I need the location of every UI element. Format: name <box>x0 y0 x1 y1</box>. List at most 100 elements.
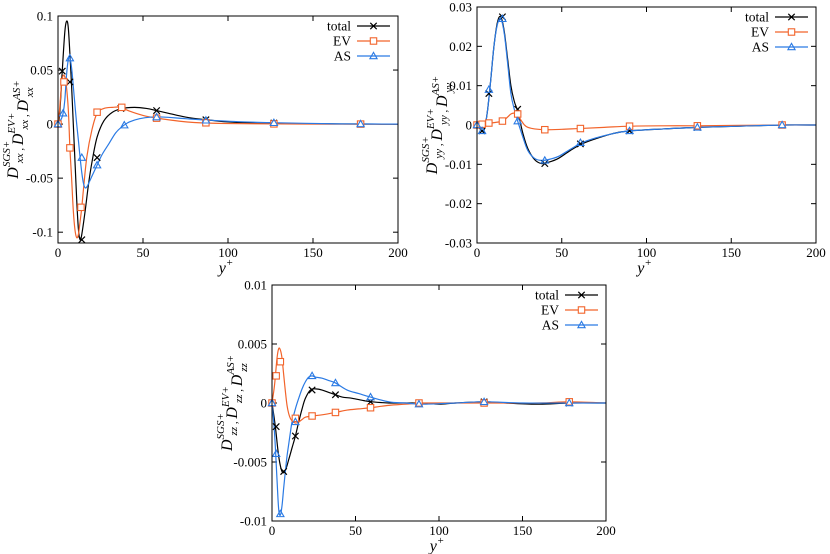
data-marker-total-stroke-b <box>93 153 101 162</box>
legend-marker-ev <box>577 306 586 314</box>
y-tick-label: -0.03 <box>445 236 472 251</box>
data-marker-total <box>152 106 161 115</box>
legend-marker-ev <box>787 28 796 36</box>
y-tick-label: 0 <box>466 118 473 133</box>
x-tick-label: 200 <box>596 523 616 538</box>
data-marker-ev <box>93 108 101 116</box>
data-marker-ev <box>331 408 340 417</box>
x-tick-label: 200 <box>388 245 408 260</box>
data-marker-ev <box>308 412 316 420</box>
legend-marker-as <box>368 51 379 60</box>
data-marker-ev <box>485 119 493 127</box>
legend-label-ev: EV <box>751 25 769 40</box>
data-marker-ev <box>272 372 280 380</box>
legend-marker-total-stroke-b <box>577 291 586 299</box>
x-axis-label: y+ <box>428 535 445 554</box>
data-marker-ev <box>118 103 126 112</box>
data-marker-total <box>93 153 101 162</box>
y-tick-label: -0.05 <box>26 171 53 186</box>
y-tick-label: 0.03 <box>449 0 472 15</box>
data-marker-as <box>692 122 702 131</box>
series-line-as <box>477 17 816 162</box>
data-marker-as <box>92 160 102 169</box>
series-line-total <box>272 388 606 474</box>
x-tick-label: 100 <box>637 245 657 260</box>
y-tick-label: 0.01 <box>244 278 267 293</box>
data-marker-ev <box>66 144 74 152</box>
data-marker-as <box>201 115 211 124</box>
data-marker-as <box>540 155 550 164</box>
legend-marker-total-stroke-b <box>369 22 378 30</box>
data-marker-total <box>78 236 86 244</box>
data-marker-total-stroke-b <box>308 386 316 394</box>
data-marker-total-stroke-b <box>331 391 340 399</box>
data-marker-as <box>58 108 68 117</box>
data-marker-total-stroke-b <box>272 422 280 431</box>
plot-area <box>272 347 606 516</box>
legend-label-as: AS <box>752 40 769 55</box>
data-marker-ev <box>60 78 68 86</box>
y-tick-label: -0.01 <box>240 514 267 529</box>
legend-marker-total-stroke-b <box>787 13 796 21</box>
x-tick-label: 100 <box>429 523 449 538</box>
data-marker-as <box>625 126 635 135</box>
data-marker-total-stroke-b <box>291 432 300 440</box>
data-marker-as <box>269 118 279 127</box>
data-marker-ev <box>498 117 507 125</box>
legend-label-ev: EV <box>333 34 351 49</box>
y-axis-label: DSGS+xx , DEV+xx , DAS+xx <box>1 80 36 179</box>
data-marker-ev <box>513 110 522 118</box>
data-marker-as <box>497 14 507 23</box>
series-line-ev <box>272 347 606 424</box>
legend-label-as: AS <box>542 318 559 333</box>
data-marker-total <box>485 89 493 98</box>
x-axis-label: y+ <box>635 257 652 277</box>
data-marker-as <box>484 84 494 93</box>
data-marker-as <box>564 398 574 407</box>
series-line-as <box>58 56 398 189</box>
data-marker-as <box>275 509 285 518</box>
x-tick-label: 150 <box>513 523 533 538</box>
data-marker-total-stroke-b <box>485 89 493 98</box>
data-marker-total <box>280 467 288 476</box>
x-tick-label: 100 <box>218 245 238 260</box>
y-tick-label: -0.02 <box>445 196 472 211</box>
x-tick-label: 0 <box>55 245 62 260</box>
data-marker-total-stroke-b <box>66 78 74 86</box>
legend-label-total: total <box>745 10 769 25</box>
plot-frame <box>271 284 607 522</box>
data-marker-as <box>356 119 366 128</box>
y-tick-label: 0.1 <box>37 9 53 24</box>
x-tick-label: 150 <box>303 245 323 260</box>
x-tick-label: 0 <box>474 245 481 260</box>
data-marker-total <box>58 67 66 75</box>
y-tick-label: 0 <box>47 117 54 132</box>
series-line-ev <box>477 112 816 131</box>
data-marker-total <box>66 78 74 86</box>
data-marker-as <box>290 417 300 426</box>
chart-panel-yy: 0 50 100 150 200 -0.03 -0.02 -0.01 0 0.01 0.02 0.03… <box>420 0 826 277</box>
y-tick-label: 0.005 <box>238 337 267 352</box>
data-marker-as <box>152 112 162 121</box>
series-line-ev <box>58 74 398 239</box>
data-marker-ev <box>625 122 634 130</box>
data-marker-total <box>272 422 280 431</box>
legend-label-as: AS <box>334 49 351 64</box>
data-marker-ev <box>366 403 375 412</box>
y-tick-label: 0.05 <box>30 63 53 78</box>
data-marker-as <box>365 392 376 401</box>
data-marker-total <box>331 391 340 399</box>
chart-panel-zz: 0 50 100 150 200 -0.01 -0.005 0 0.005 0.01 totalEV… <box>215 278 616 554</box>
x-axis-label: y+ <box>217 257 234 277</box>
x-tick-label: 50 <box>137 245 150 260</box>
data-marker-as <box>777 120 787 129</box>
legend-marker-as <box>576 320 587 329</box>
data-marker-as <box>330 378 341 387</box>
x-tick-label: 50 <box>349 523 362 538</box>
y-axis-label: DSGS+zz , DEV+zz , DAS+zz <box>215 355 250 452</box>
legend-label-ev: EV <box>541 303 559 318</box>
y-tick-label: 0.01 <box>449 78 472 93</box>
